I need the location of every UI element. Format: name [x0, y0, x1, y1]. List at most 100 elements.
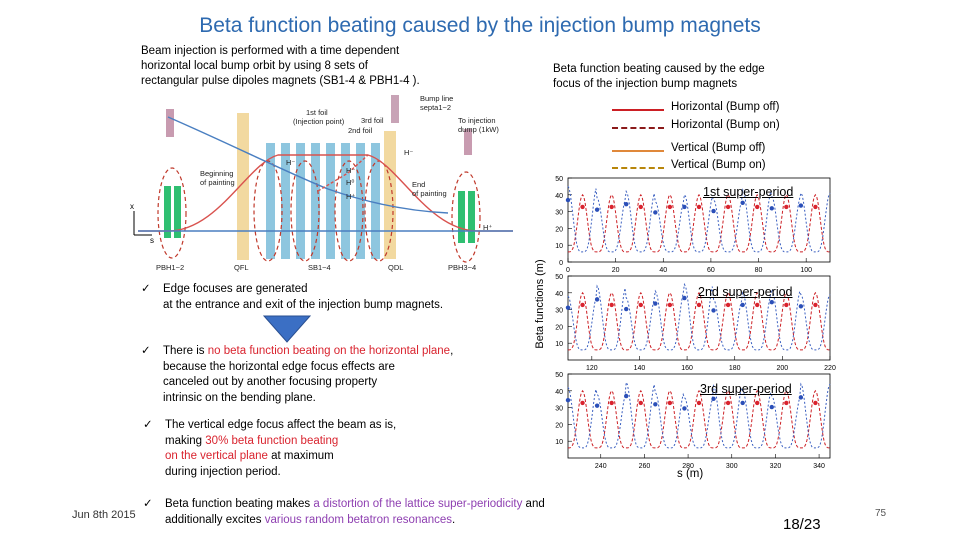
begin-sub-label: of painting — [200, 178, 235, 187]
y-tick-label: 40 — [555, 193, 563, 200]
bullet-text: and — [522, 498, 545, 510]
y-tick-label: 20 — [555, 324, 563, 331]
x-tick-label: 280 — [682, 463, 694, 470]
peak-marker — [682, 204, 687, 210]
injection-bump-diagram: x s Bump line septa1~2 1st foil (Injecti… — [130, 94, 513, 272]
peak-marker — [580, 204, 585, 210]
legend-swatch-v-off — [612, 150, 664, 152]
peak-marker — [624, 393, 629, 399]
bullet-line: canceled out by another focusing propert… — [163, 376, 378, 388]
y-tick-label: 40 — [555, 291, 563, 298]
peak-marker — [755, 302, 760, 308]
foil1-sub-label: (Injection point) — [293, 117, 345, 126]
peak-marker — [798, 203, 804, 208]
peak-marker — [653, 402, 658, 407]
y-tick-label: 50 — [555, 274, 563, 281]
qfl-label: QFL — [234, 263, 249, 272]
x-tick-label: 260 — [639, 463, 651, 470]
hzero-label: H⁰ — [346, 178, 354, 187]
y-tick-label: 0 — [559, 260, 563, 267]
x-tick-label: 340 — [813, 463, 825, 470]
intro-line: Beam injection is performed with a time … — [141, 45, 400, 57]
peak-marker — [609, 400, 614, 406]
axes-glyph — [133, 211, 152, 236]
bullet-line: Edge focuses are generated — [163, 283, 308, 295]
y-tick-label: 20 — [555, 422, 563, 429]
legend-label: Horizontal (Bump on) — [671, 119, 780, 131]
x-tick-label: 80 — [755, 267, 763, 274]
peak-marker — [711, 308, 716, 313]
foil3-label: 3rd foil — [361, 116, 384, 125]
hminus-label: H⁻ — [404, 148, 413, 157]
pbh34-label: PBH3~4 — [448, 263, 476, 272]
chart-caption: Beta function beating caused by the edge… — [553, 62, 765, 92]
y-tick-label: 50 — [555, 372, 563, 379]
bullet-line: intrinsic on the bending plane. — [163, 391, 316, 404]
bullet-text: at maximum — [267, 450, 334, 462]
pbh2-magnet — [174, 186, 181, 238]
peak-marker — [696, 400, 702, 406]
bullet-line: because the horizontal edge focus effect… — [163, 360, 395, 373]
septa-label: septa1~2 — [420, 103, 451, 112]
dump-label: To injection — [458, 116, 496, 125]
x-tick-label: 20 — [612, 267, 620, 274]
page-title: Beta function beating caused by the inje… — [199, 14, 761, 37]
y-tick-label: 10 — [555, 243, 563, 250]
peak-marker — [682, 295, 687, 301]
legend-swatch-h-on — [612, 127, 664, 129]
highlight-purple: various random betatron resonances — [264, 513, 453, 526]
chart-title-2: 2nd super-period — [698, 285, 793, 299]
chart-legend: Horizontal (Bump off) Horizontal (Bump o… — [610, 100, 810, 175]
x-tick-label: 300 — [726, 463, 738, 470]
y-tick-label: 50 — [555, 176, 563, 183]
bullet-text: making — [165, 434, 206, 447]
intro-line: horizontal local bump orbit by using 8 s… — [141, 60, 368, 72]
legend-label: Vertical (Bump on) — [671, 159, 766, 171]
peak-marker — [769, 299, 774, 305]
peak-marker — [755, 204, 760, 210]
septa-block — [166, 109, 174, 137]
bullet-line: at the entrance and exit of the injectio… — [163, 298, 444, 311]
peak-marker — [594, 297, 600, 302]
peak-marker — [638, 400, 643, 406]
pbh12-label: PBH1~2 — [156, 263, 184, 272]
peak-marker — [667, 302, 673, 308]
peak-marker — [798, 395, 804, 400]
bullet-line: The vertical edge focus affect the beam … — [165, 419, 397, 431]
peak-marker — [565, 197, 571, 203]
peak-marker — [653, 301, 658, 306]
peak-marker — [609, 204, 614, 210]
peak-marker — [609, 302, 614, 308]
end-sub-label: of painting — [412, 189, 447, 198]
bullet-line: during injection period. — [165, 465, 281, 478]
bullet-2: ✓ There is no beta function beating on t… — [141, 344, 513, 406]
x-tick-label: 100 — [800, 267, 812, 274]
footer-date: Jun 8th 2015 — [72, 509, 136, 521]
peak-marker — [682, 406, 687, 411]
bullet-text: . — [452, 513, 456, 526]
qdl-magnet — [384, 131, 396, 259]
peak-marker — [580, 302, 585, 308]
peak-marker — [638, 204, 643, 210]
bullet-line: additionally excites various random beta… — [165, 513, 635, 529]
peak-marker — [696, 302, 702, 308]
x-tick-label: 160 — [681, 365, 693, 372]
caption-line: focus of the injection bump magnets — [553, 78, 738, 90]
begin-label: Beginning — [200, 169, 233, 178]
y-tick-label: 30 — [555, 210, 563, 217]
bump-line-label: Bump line — [420, 94, 453, 103]
peak-marker — [565, 305, 571, 310]
legend-swatch-v-on — [612, 167, 664, 169]
y-tick-label: 30 — [555, 406, 563, 413]
y-tick-label: 10 — [555, 341, 563, 348]
bullet-text: , — [450, 345, 454, 357]
check-icon: ✓ — [143, 419, 153, 431]
peak-marker — [696, 204, 702, 210]
dump-sub-label: dump (1kW) — [458, 125, 499, 134]
x-tick-label: 140 — [634, 365, 646, 372]
peak-marker — [725, 204, 731, 210]
x-axis-label: s (m) — [677, 468, 704, 480]
peak-marker — [653, 210, 658, 215]
peak-marker — [813, 400, 818, 406]
